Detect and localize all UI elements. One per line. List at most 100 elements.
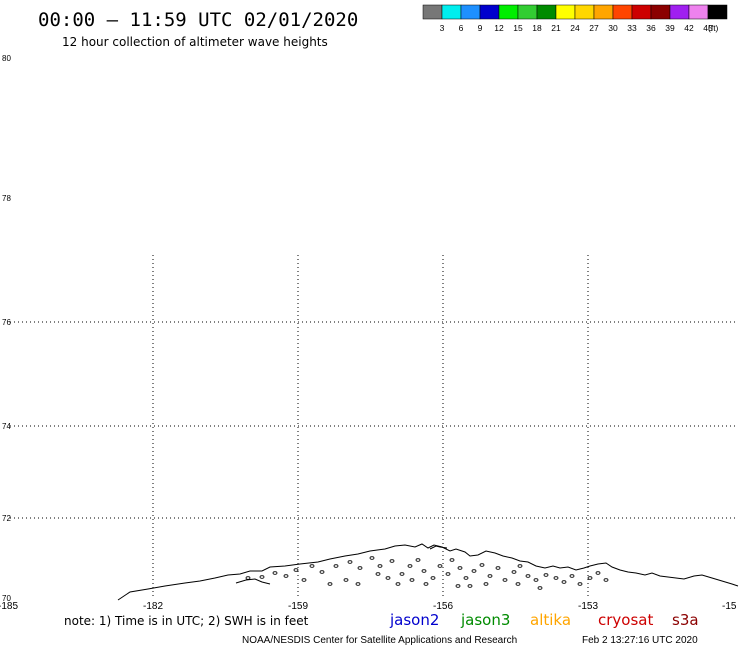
- lake-34: [569, 574, 575, 578]
- legend-tick-42: 42: [684, 23, 694, 33]
- lake-26: [502, 578, 508, 582]
- lake-32: [553, 576, 559, 580]
- lake-12: [399, 572, 405, 576]
- satellite-s3a: s3a: [672, 611, 699, 629]
- lake-33: [561, 580, 567, 584]
- lake-20: [457, 566, 463, 570]
- lake-41: [385, 576, 391, 580]
- lake-5: [319, 570, 325, 574]
- lake-3: [293, 568, 299, 572]
- legend-tick-3: 3: [440, 23, 445, 33]
- lake-29: [525, 574, 531, 578]
- lake-36: [587, 576, 593, 580]
- legend-swatch-4: [498, 4, 519, 20]
- legend-swatch-13: [669, 4, 690, 20]
- legend-swatch-3: [479, 4, 500, 20]
- lon-label-185: -185: [0, 601, 18, 612]
- lat-label-72: 72: [2, 514, 11, 523]
- generated-timestamp: Feb 2 13:27:16 UTC 2020: [582, 635, 698, 646]
- map-subtitle: 12 hour collection of altimeter wave hei…: [62, 35, 328, 49]
- map-title: 00:00 – 11:59 UTC 02/01/2020: [38, 9, 358, 31]
- lake-52: [409, 578, 415, 582]
- lake-1: [259, 575, 265, 579]
- legend-swatch-15: [707, 4, 728, 20]
- legend-tick-18: 18: [532, 23, 542, 33]
- lake-11: [389, 559, 395, 563]
- legend-tick-21: 21: [551, 23, 561, 33]
- lat-lon-grid: [10, 255, 738, 598]
- lake-31: [543, 573, 549, 577]
- lake-22: [471, 569, 477, 573]
- lake-42: [395, 582, 401, 586]
- legend-tick-9: 9: [478, 23, 483, 33]
- lake-47: [537, 586, 543, 590]
- lake-28: [517, 564, 523, 568]
- lake-9: [369, 556, 375, 560]
- lat-label-76: 76: [2, 318, 11, 327]
- legend-swatch-11: [631, 4, 652, 20]
- lake-0: [245, 576, 251, 580]
- lake-13: [407, 564, 413, 568]
- lake-35: [577, 582, 583, 586]
- satellite-altika: altika: [530, 611, 571, 629]
- lake-2: [272, 571, 278, 575]
- legend-swatch-8: [574, 4, 595, 20]
- lat-label-80: 80: [2, 54, 11, 63]
- lat-label-70: 70: [2, 594, 11, 603]
- legend-swatch-7: [555, 4, 576, 20]
- lake-25: [495, 566, 501, 570]
- lake-27: [511, 570, 517, 574]
- lon-label-159: -159: [288, 601, 308, 612]
- legend-tick-6: 6: [459, 23, 464, 33]
- lake-50: [283, 574, 289, 578]
- lake-53: [467, 584, 473, 588]
- legend-tick-36: 36: [646, 23, 656, 33]
- legend-swatch-12: [650, 4, 671, 20]
- lake-10: [377, 564, 383, 568]
- lake-44: [455, 584, 461, 588]
- lon-label-153: -153: [578, 601, 598, 612]
- legend-tick-27: 27: [589, 23, 599, 33]
- lake-16: [430, 576, 436, 580]
- lake-23: [479, 563, 485, 567]
- lake-21: [463, 576, 469, 580]
- coastline-barrow-spit: [429, 545, 448, 550]
- lake-6: [333, 564, 339, 568]
- legend-tick-12: 12: [494, 23, 504, 33]
- north-slope-lakes: [245, 556, 609, 590]
- lat-label-78: 78: [2, 194, 11, 203]
- lake-45: [483, 582, 489, 586]
- lon-label-182: -182: [143, 601, 163, 612]
- lon-label-156: -156: [433, 601, 453, 612]
- legend-tick-45: 45: [703, 23, 713, 33]
- wave-height-color-legend: 3 6 9 12 15 18 21 24 27 30 33 36 39 42 45: [422, 4, 728, 33]
- lat-label-74: 74: [2, 422, 11, 431]
- lake-18: [445, 572, 451, 576]
- coastline-inner-path: [235, 578, 271, 585]
- lake-4: [309, 564, 315, 568]
- alaska-coastline: [117, 543, 739, 601]
- legend-swatch-10: [612, 4, 633, 20]
- legend-tick-33: 33: [627, 23, 637, 33]
- legend-swatch-6: [536, 4, 557, 20]
- legend-swatch-9: [593, 4, 614, 20]
- legend-tick-30: 30: [608, 23, 618, 33]
- lake-51: [327, 582, 333, 586]
- lake-38: [603, 578, 609, 582]
- lake-14: [415, 558, 421, 562]
- lon-label-150: -15: [722, 601, 737, 612]
- legend-unit-label: (ft): [708, 23, 719, 33]
- legend-tick-15: 15: [513, 23, 523, 33]
- credit-line: NOAA/NESDIS Center for Satellite Applica…: [242, 635, 517, 646]
- lake-30: [533, 578, 539, 582]
- lake-7: [347, 560, 353, 564]
- legend-swatch-0: [422, 4, 443, 20]
- legend-tick-24: 24: [570, 23, 580, 33]
- satellite-jason3: jason3: [460, 611, 510, 629]
- legend-swatch-5: [517, 4, 538, 20]
- legend-swatch-2: [460, 4, 481, 20]
- coastline-path: [117, 543, 739, 601]
- lake-15: [421, 569, 427, 573]
